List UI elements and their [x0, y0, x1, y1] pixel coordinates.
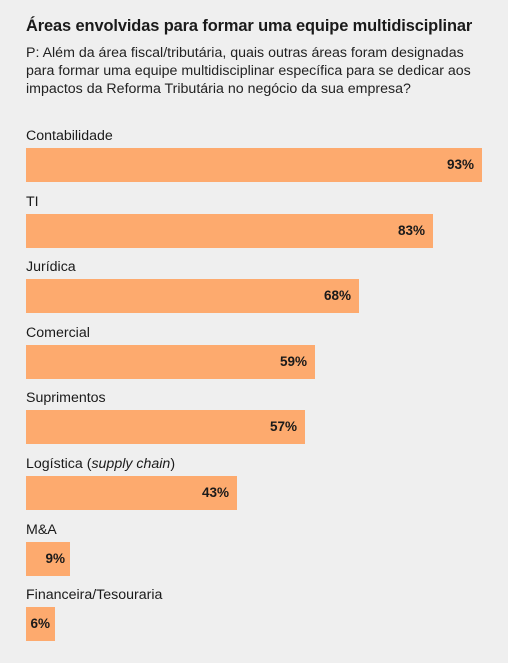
bar-row: TI 83% — [26, 194, 496, 250]
category-label: Contabilidade — [26, 128, 113, 145]
bar-track: 43% — [26, 476, 482, 510]
bar-track: 6% — [26, 607, 482, 642]
chart-question: P: Além da área fiscal/tributária, quais… — [26, 45, 471, 97]
bar-row: M&A 9% — [26, 522, 496, 578]
bar: 83% — [26, 213, 433, 248]
bar-value-label: 93% — [446, 157, 474, 172]
bar: 57% — [26, 410, 305, 445]
bar-row: Contabilidade 93% — [26, 128, 496, 184]
bar: 93% — [26, 148, 482, 182]
category-label-text: Logística ( — [26, 456, 92, 472]
category-label: Comercial — [26, 325, 90, 342]
bar-value-label: 43% — [201, 485, 229, 500]
bar-value-label: 68% — [323, 288, 351, 304]
category-label: Logística (supply chain) — [26, 456, 175, 473]
category-label-tail: ) — [170, 456, 176, 472]
category-label: Jurídica — [26, 259, 76, 276]
bar-value-label: 6% — [30, 616, 50, 632]
bar-track: 68% — [26, 279, 482, 314]
bar-track: 83% — [26, 213, 482, 248]
category-label-text: Suprimentos — [26, 390, 106, 407]
category-label-text: Contabilidade — [26, 128, 113, 144]
bar: 43% — [26, 476, 237, 510]
bar-track: 59% — [26, 344, 482, 379]
bar-row: Logística (supply chain) 43% — [26, 456, 496, 512]
bar-value-label: 83% — [397, 222, 425, 238]
category-label-italic: supply chain — [91, 456, 171, 472]
bar-row: Financeira/Tesouraria 6% — [26, 587, 496, 643]
category-label: Financeira/Tesouraria — [26, 587, 162, 604]
bar-value-label: 9% — [45, 550, 65, 566]
bar: 9% — [26, 541, 70, 576]
bar-value-label: 59% — [279, 353, 307, 369]
bar: 68% — [26, 279, 359, 314]
bar-track: 57% — [26, 410, 482, 445]
bar-track: 9% — [26, 541, 482, 576]
category-label-text: Financeira/Tesouraria — [26, 587, 163, 604]
bar-row: Suprimentos 57% — [26, 390, 496, 446]
category-label-text: Jurídica — [26, 259, 76, 276]
bar-row: Comercial 59% — [26, 325, 496, 381]
bar-track: 93% — [26, 148, 482, 182]
bar: 59% — [26, 344, 315, 379]
chart-title: Áreas envolvidas para formar uma equipe … — [26, 17, 473, 35]
category-label-text: TI — [26, 193, 39, 210]
category-label-text: Comercial — [26, 324, 90, 341]
category-label: TI — [26, 194, 39, 211]
bar: 6% — [26, 607, 55, 642]
category-label-text: M&A — [26, 521, 57, 538]
bar-row: Jurídica 68% — [26, 259, 496, 315]
category-label: M&A — [26, 522, 57, 539]
bar-value-label: 57% — [269, 419, 297, 435]
category-label: Suprimentos — [26, 390, 106, 407]
